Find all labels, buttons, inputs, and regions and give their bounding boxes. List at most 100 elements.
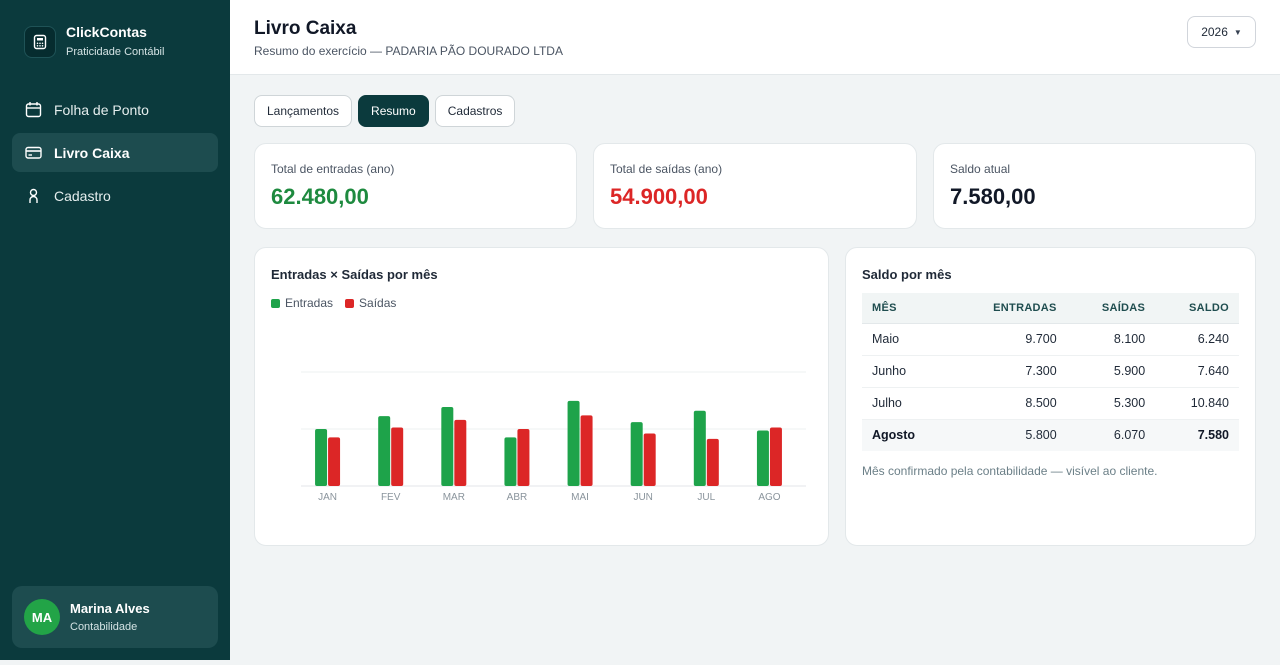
kpi-total-entradas: Total de entradas (ano) 62.480,00 — [254, 143, 577, 229]
kpi-label: Total de saídas (ano) — [610, 162, 723, 176]
bar-chart: JAN FEV MAR ABR MAI JUN JUL AGO — [301, 371, 806, 503]
table-row[interactable]: Junho 7.300 5.900 7.640 — [862, 355, 1239, 388]
legend-swatch — [345, 298, 355, 308]
tab-lancamentos[interactable]: Lançamentos — [254, 95, 353, 127]
sidebar-nav: Folha de Ponto Livro Caixa Cadastro — [12, 90, 218, 219]
cell-saldo: 10.840 — [1155, 387, 1239, 420]
column-header: ENTRADAS — [950, 293, 1067, 324]
bar-saidas-jun — [643, 433, 656, 486]
credit-card-icon — [24, 144, 42, 162]
bar-saidas-ago — [769, 427, 782, 486]
kpi-saldo-atual: Saldo atual 7.580,00 — [933, 143, 1256, 229]
legend-label: Saídas — [359, 296, 397, 310]
avatar: MA — [24, 599, 60, 635]
user-icon — [24, 187, 42, 205]
cell-entradas: 8.500 — [950, 387, 1067, 420]
cell-mes: Maio — [862, 323, 951, 356]
legend-swatch — [271, 298, 280, 308]
brand-tagline: Praticidade Contábil — [66, 46, 165, 58]
x-tick-label: MAR — [443, 492, 465, 503]
bar-saidas-mai — [580, 415, 593, 486]
cell-saldo: 7.580 — [1155, 419, 1239, 451]
sidebar-item-livro-caixa[interactable]: Livro Caixa — [12, 133, 218, 172]
saldo-title: Saldo por mês — [862, 267, 952, 282]
column-header: MÊS — [862, 293, 951, 324]
cell-saidas: 5.900 — [1066, 355, 1156, 388]
user-card[interactable]: MA Marina Alves Contabilidade — [12, 586, 218, 648]
bar-entradas-abr — [504, 437, 517, 486]
saldo-card: Saldo por mês MÊS ENTRADAS SAÍDAS SALDO … — [845, 247, 1256, 546]
cell-mes: Junho — [862, 355, 951, 388]
caret-down-icon: ▼ — [1233, 27, 1242, 37]
cell-entradas: 9.700 — [950, 323, 1067, 356]
x-tick-label: FEV — [381, 492, 401, 503]
cell-entradas: 5.800 — [950, 419, 1067, 451]
user-name: Marina Alves — [70, 601, 150, 616]
bar-entradas-mai — [567, 400, 580, 486]
bar-saidas-abr — [517, 429, 530, 486]
bar-saidas-jan — [328, 437, 341, 486]
legend-item-saidas: Saídas — [345, 296, 396, 310]
kpi-value: 7.580,00 — [950, 184, 1036, 209]
table-row[interactable]: Maio 9.700 8.100 6.240 — [862, 323, 1239, 356]
calendar-icon — [24, 101, 42, 119]
cell-saidas: 6.070 — [1066, 419, 1156, 451]
year-select-value: 2026 — [1201, 25, 1228, 39]
kpi-label: Saldo atual — [950, 162, 1011, 176]
sidebar-item-cadastro[interactable]: Cadastro — [12, 176, 218, 215]
bar-entradas-jan — [315, 429, 328, 486]
kpi-total-saidas: Total de saídas (ano) 54.900,00 — [593, 143, 917, 229]
sidebar-item-folha-de-ponto[interactable]: Folha de Ponto — [12, 90, 218, 129]
legend-item-entradas: Entradas — [271, 296, 333, 310]
bar-saidas-mar — [454, 419, 467, 486]
cell-entradas: 7.300 — [950, 355, 1067, 388]
tab-bar: Lançamentos Resumo Cadastros — [254, 95, 521, 127]
user-role: Contabilidade — [70, 621, 138, 633]
header: Livro Caixa Resumo do exercício — PADARI… — [230, 0, 1280, 75]
table-header-row: MÊS ENTRADAS SAÍDAS SALDO — [862, 293, 1239, 324]
x-tick-label: JUN — [633, 492, 652, 503]
bar-entradas-mar — [441, 406, 454, 486]
bar-entradas-fev — [378, 416, 391, 486]
cell-mes: Agosto — [862, 419, 951, 451]
bar-entradas-ago — [756, 430, 769, 486]
bar-entradas-jul — [693, 410, 706, 486]
x-tick-label: JUL — [697, 492, 715, 503]
cell-saldo: 6.240 — [1155, 323, 1239, 356]
sidebar-item-label: Livro Caixa — [54, 144, 130, 161]
bar-saidas-fev — [391, 427, 404, 486]
bar-saidas-jul — [706, 438, 719, 486]
tab-cadastros[interactable]: Cadastros — [434, 95, 516, 127]
kpi-label: Total de entradas (ano) — [271, 162, 395, 176]
x-tick-label: MAI — [571, 492, 589, 503]
year-select[interactable]: 2026 ▼ — [1187, 16, 1256, 48]
table-note: Mês confirmado pela contabilidade — visí… — [862, 464, 1158, 478]
x-tick-label: JAN — [318, 492, 337, 503]
bar-entradas-jun — [630, 422, 643, 486]
sidebar-item-label: Cadastro — [54, 187, 111, 204]
chart-title: Entradas × Saídas por mês — [271, 267, 438, 282]
brand[interactable]: ClickContas Praticidade Contábil — [24, 24, 164, 59]
cell-saidas: 8.100 — [1066, 323, 1156, 356]
kpi-value: 62.480,00 — [271, 184, 369, 209]
sidebar-item-label: Folha de Ponto — [54, 101, 149, 118]
brand-name: ClickContas — [66, 24, 147, 40]
table-row-current[interactable]: Agosto 5.800 6.070 7.580 — [862, 419, 1239, 451]
sidebar: ClickContas Praticidade Contábil Folha d… — [0, 0, 230, 660]
page-subtitle: Resumo do exercício — PADARIA PÃO DOURAD… — [254, 44, 563, 58]
x-tick-label: AGO — [758, 492, 780, 503]
chart-card: JAN FEV MAR ABR MAI JUN JUL AGO Entradas × Saíd… — [254, 247, 829, 546]
saldo-table: MÊS ENTRADAS SAÍDAS SALDO Maio 9.700 8.1… — [862, 293, 1239, 451]
calculator-icon — [24, 25, 56, 58]
tab-resumo[interactable]: Resumo — [358, 95, 429, 127]
cell-mes: Julho — [862, 387, 951, 420]
page-title: Livro Caixa — [254, 18, 357, 39]
column-header: SAÍDAS — [1066, 293, 1156, 324]
x-tick-label: ABR — [507, 492, 528, 503]
column-header: SALDO — [1155, 293, 1239, 324]
legend-label: Entradas — [285, 296, 334, 310]
chart-legend: Entradas Saídas — [271, 296, 408, 310]
cell-saldo: 7.640 — [1155, 355, 1239, 388]
kpi-value: 54.900,00 — [610, 184, 708, 209]
table-row[interactable]: Julho 8.500 5.300 10.840 — [862, 387, 1239, 420]
